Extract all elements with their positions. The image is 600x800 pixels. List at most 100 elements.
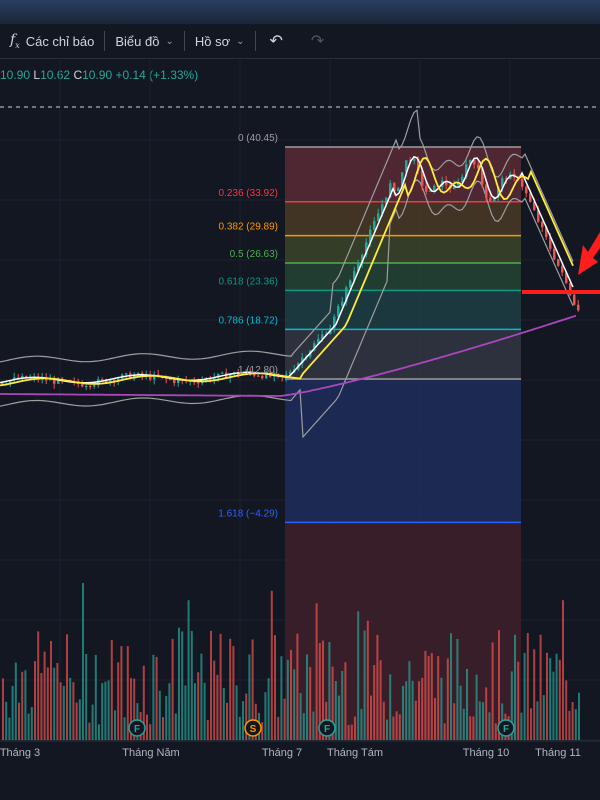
event-marker-letter: F bbox=[134, 724, 140, 735]
volume-bar bbox=[430, 653, 433, 740]
candle-body bbox=[553, 248, 556, 260]
volume-bar bbox=[8, 717, 11, 740]
candle-body bbox=[217, 373, 220, 378]
volume-bar bbox=[43, 651, 46, 740]
candle-body bbox=[365, 242, 368, 255]
volume-bar bbox=[72, 682, 75, 740]
volume-bar bbox=[309, 667, 312, 740]
volume-bar bbox=[539, 634, 542, 740]
event-marker-letter: F bbox=[324, 724, 330, 735]
volume-bar bbox=[158, 690, 161, 740]
volume-bar bbox=[27, 713, 30, 740]
volume-bar bbox=[235, 685, 238, 740]
volume-bar bbox=[34, 661, 36, 740]
candle-body bbox=[373, 221, 376, 230]
volume-bar bbox=[98, 724, 100, 740]
redo-button[interactable]: ↷ bbox=[297, 24, 338, 58]
chevron-down-icon: ⌄ bbox=[165, 35, 174, 47]
chart-type-button[interactable]: Biểu đồ ⌄ bbox=[105, 24, 183, 58]
volume-bar bbox=[178, 627, 180, 740]
volume-bar bbox=[162, 717, 164, 740]
candle-body bbox=[209, 378, 212, 381]
candle-body bbox=[89, 386, 92, 388]
volume-bar bbox=[434, 698, 436, 740]
profile-button[interactable]: Hồ sơ ⌄ bbox=[185, 24, 255, 58]
candle-body bbox=[125, 373, 128, 375]
volume-bar bbox=[232, 646, 235, 740]
volume-bar bbox=[398, 714, 401, 740]
volume-bar bbox=[459, 685, 462, 740]
volume-bar bbox=[222, 688, 225, 740]
volume-bar bbox=[30, 707, 33, 740]
candle-body bbox=[173, 379, 176, 383]
volume-bar bbox=[24, 670, 27, 740]
candle-body bbox=[361, 254, 364, 264]
volume-bar bbox=[120, 646, 123, 740]
candle-body bbox=[177, 379, 180, 383]
candle-body bbox=[9, 380, 12, 384]
ma-slow-line bbox=[0, 314, 577, 397]
candle-body bbox=[545, 227, 548, 238]
candle-body bbox=[301, 357, 304, 364]
volume-bar bbox=[203, 682, 206, 740]
candle-body bbox=[81, 384, 84, 387]
volume-bar bbox=[152, 654, 155, 740]
candle-body bbox=[497, 186, 500, 198]
candle-body bbox=[473, 159, 476, 165]
candle-body bbox=[573, 294, 576, 305]
candle-body bbox=[57, 378, 60, 384]
volume-bar bbox=[206, 720, 209, 740]
volume-bar bbox=[312, 711, 315, 740]
volume-bar bbox=[341, 670, 344, 740]
open-value: 10.90 bbox=[0, 68, 31, 82]
low-key: L bbox=[33, 68, 41, 82]
close-key: C bbox=[73, 68, 83, 82]
volume-bar bbox=[357, 611, 360, 740]
volume-bar bbox=[558, 659, 561, 740]
candle-body bbox=[453, 185, 456, 190]
volume-bar bbox=[347, 724, 350, 740]
candle-body bbox=[265, 372, 268, 379]
candle-body bbox=[253, 373, 256, 376]
fib-zone bbox=[285, 201, 521, 236]
candle-body bbox=[153, 374, 156, 380]
volume-bar bbox=[142, 665, 145, 740]
volume-bar bbox=[91, 704, 94, 740]
candle-body bbox=[149, 374, 152, 380]
chart-type-label: Biểu đồ bbox=[115, 33, 160, 49]
candle-body bbox=[105, 379, 108, 383]
candle-body bbox=[345, 287, 348, 302]
time-axis-label: Tháng 11 bbox=[535, 747, 581, 759]
volume-bar bbox=[242, 701, 244, 740]
bollinger-lower bbox=[0, 179, 574, 439]
candle-body bbox=[425, 185, 428, 192]
volume-bar bbox=[571, 701, 574, 740]
volume-bar bbox=[376, 634, 379, 740]
volume-bar bbox=[133, 678, 136, 740]
volume-bar bbox=[21, 671, 24, 740]
time-axis-label: Tháng 7 bbox=[262, 747, 302, 759]
volume-bar bbox=[533, 649, 536, 740]
volume-bar bbox=[322, 640, 324, 740]
volume-bar bbox=[523, 652, 526, 740]
candle-body bbox=[561, 265, 564, 273]
volume-bar bbox=[104, 681, 107, 740]
volume-bar bbox=[171, 638, 174, 740]
volume-bar bbox=[402, 685, 404, 740]
volume-bar bbox=[472, 716, 475, 740]
candle-body bbox=[577, 304, 580, 311]
volume-bar bbox=[389, 674, 392, 740]
indicators-button[interactable]: fx Các chỉ báo bbox=[0, 24, 104, 58]
volume-bar bbox=[370, 695, 372, 740]
volume-bar bbox=[293, 669, 296, 740]
undo-button[interactable]: ↶ bbox=[256, 24, 297, 58]
candle-body bbox=[321, 334, 324, 339]
candle-body bbox=[505, 178, 508, 180]
ohlc-legend: 10.90 L10.62 C10.90 +0.14 (+1.33%) bbox=[0, 68, 198, 82]
event-marker: S bbox=[244, 719, 262, 737]
candle-body bbox=[381, 204, 384, 214]
volume-bar bbox=[274, 635, 276, 740]
fib-lines bbox=[285, 146, 521, 524]
volume-bar bbox=[421, 677, 424, 740]
